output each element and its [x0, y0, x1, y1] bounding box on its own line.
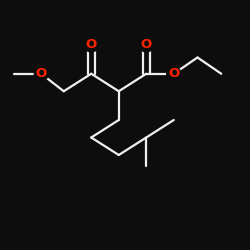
Circle shape — [34, 67, 48, 81]
Circle shape — [167, 67, 181, 81]
Text: O: O — [140, 38, 152, 52]
Circle shape — [84, 38, 98, 52]
Text: O: O — [168, 67, 179, 80]
Text: O: O — [86, 38, 97, 52]
Circle shape — [139, 38, 153, 52]
Text: O: O — [36, 67, 47, 80]
